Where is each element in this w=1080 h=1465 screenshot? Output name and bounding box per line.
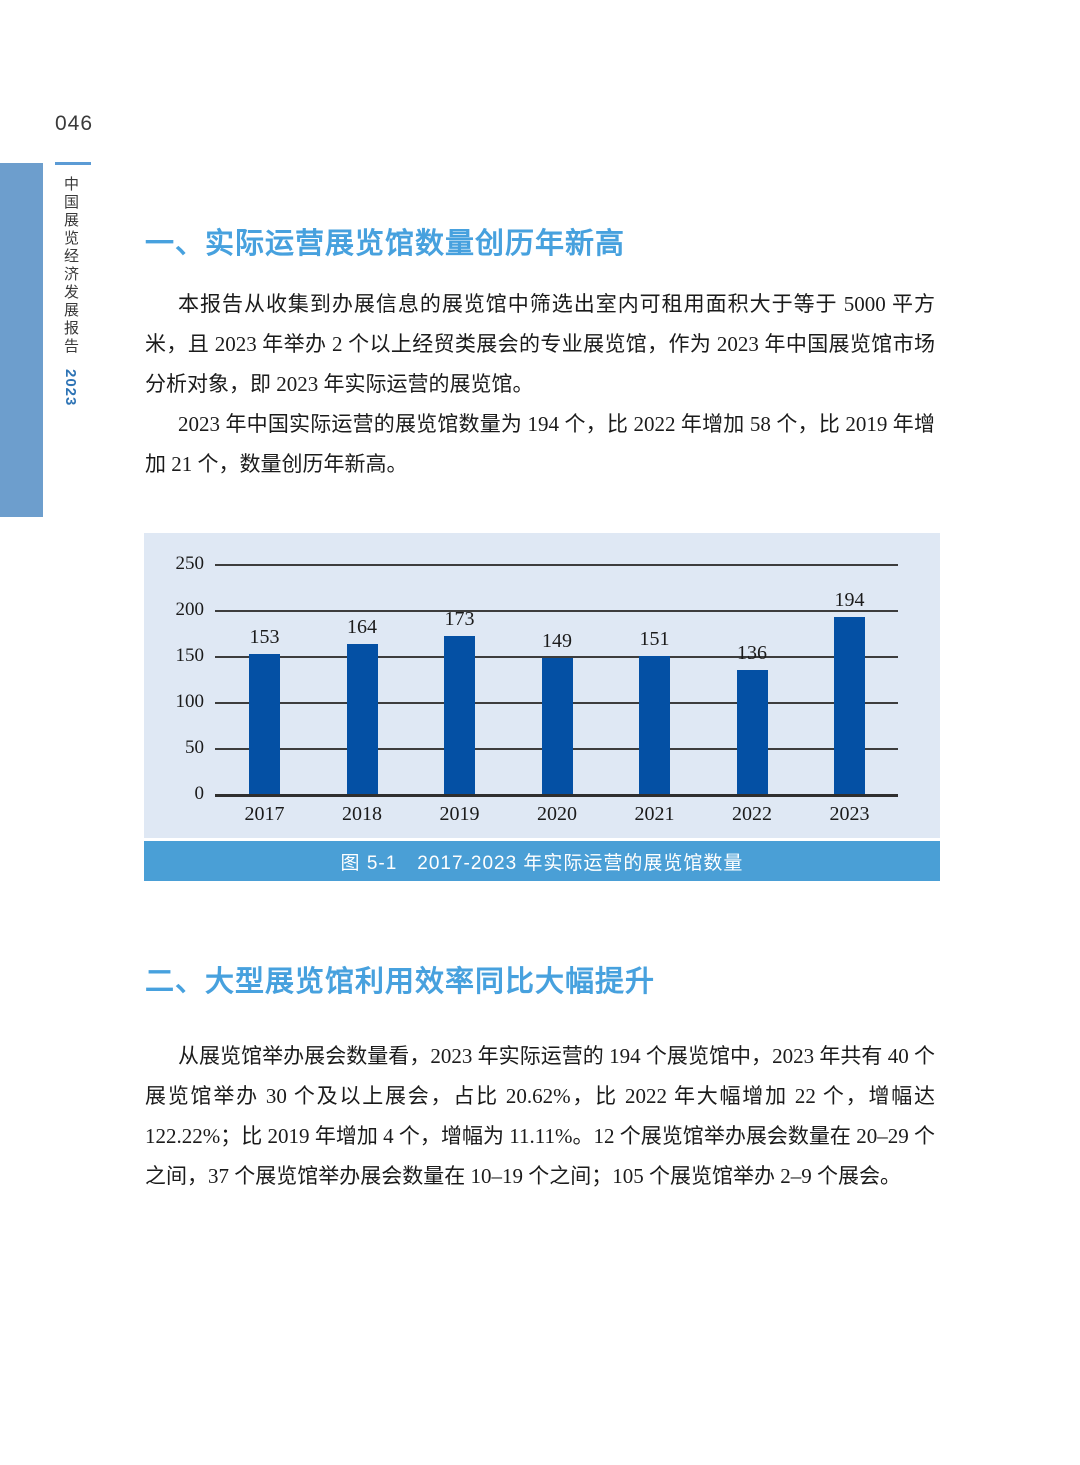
x-axis-tick-label: 2023	[829, 803, 870, 825]
bar-2017	[249, 654, 280, 795]
figure-caption: 图 5-1 2017-2023 年实际运营的展览馆数量	[144, 841, 940, 881]
spine-title-text: 中国展览经济发展报告	[62, 176, 79, 356]
x-axis-tick-label: 2018	[342, 803, 382, 825]
bar-value-label: 164	[347, 616, 377, 639]
bar-2019	[444, 635, 475, 795]
bar-value-label: 151	[639, 628, 670, 651]
section-2-paragraphs: 从展览馆举办展会数量看，2023 年实际运营的 194 个展览馆中，2023 年…	[145, 1036, 935, 1196]
y-axis-tick-label: 250	[175, 553, 205, 574]
gridline	[215, 564, 898, 566]
figure-5-1: 0 50 100 150 200 250 153 2017 164 2018 173 2019 149 2…	[144, 533, 940, 881]
spine-accent-bar	[0, 163, 43, 517]
gridline	[215, 610, 898, 612]
bar-value-label: 153	[249, 626, 280, 649]
y-axis-tick-label: 100	[175, 691, 205, 712]
bar-2020	[541, 657, 573, 795]
y-axis-tick-label: 0	[194, 783, 205, 804]
bar-2021	[639, 656, 670, 795]
y-axis-tick-label: 50	[185, 737, 204, 758]
bar-2018	[346, 644, 378, 795]
bar-value-label: 173	[444, 607, 475, 630]
x-axis-tick-label: 2020	[537, 803, 577, 825]
bar-chart: 0 50 100 150 200 250 153 2017 164 2018 173 2019 149 2…	[144, 533, 940, 838]
y-axis-tick-label: 150	[175, 645, 205, 666]
section-1-heading: 一、实际运营展览馆数量创历年新高	[145, 228, 626, 260]
y-axis-tick-label: 200	[175, 599, 205, 620]
paragraph: 2023 年中国实际运营的展览馆数量为 194 个，比 2022 年增加 58 …	[145, 412, 935, 476]
page-number: 046	[55, 112, 94, 135]
bar-2023	[834, 616, 865, 795]
x-axis-tick-label: 2017	[244, 803, 285, 825]
section-2-heading: 二、大型展览馆利用效率同比大幅提升	[145, 966, 656, 998]
x-axis-tick-label: 2021	[634, 803, 675, 825]
page-number-divider	[55, 162, 91, 165]
x-axis-line	[215, 794, 898, 797]
bar-value-label: 194	[834, 588, 865, 611]
paragraph: 本报告从收集到办展信息的展览馆中筛选出室内可租用面积大于等于 5000 平方米，…	[145, 292, 935, 396]
bar-2022	[736, 669, 768, 795]
x-axis-tick-label: 2019	[439, 803, 480, 825]
gridline	[215, 656, 898, 658]
bar-value-label: 149	[542, 629, 572, 652]
x-axis-tick-label: 2022	[732, 803, 772, 825]
section-1-paragraphs: 本报告从收集到办展信息的展览馆中筛选出室内可租用面积大于等于 5000 平方米，…	[145, 284, 935, 484]
bar-value-label: 136	[737, 641, 767, 664]
spine-year-text: 2023	[62, 369, 79, 407]
book-spine: 中国展览经济发展报告 2023	[56, 176, 84, 506]
paragraph: 从展览馆举办展会数量看，2023 年实际运营的 194 个展览馆中，2023 年…	[145, 1044, 935, 1188]
